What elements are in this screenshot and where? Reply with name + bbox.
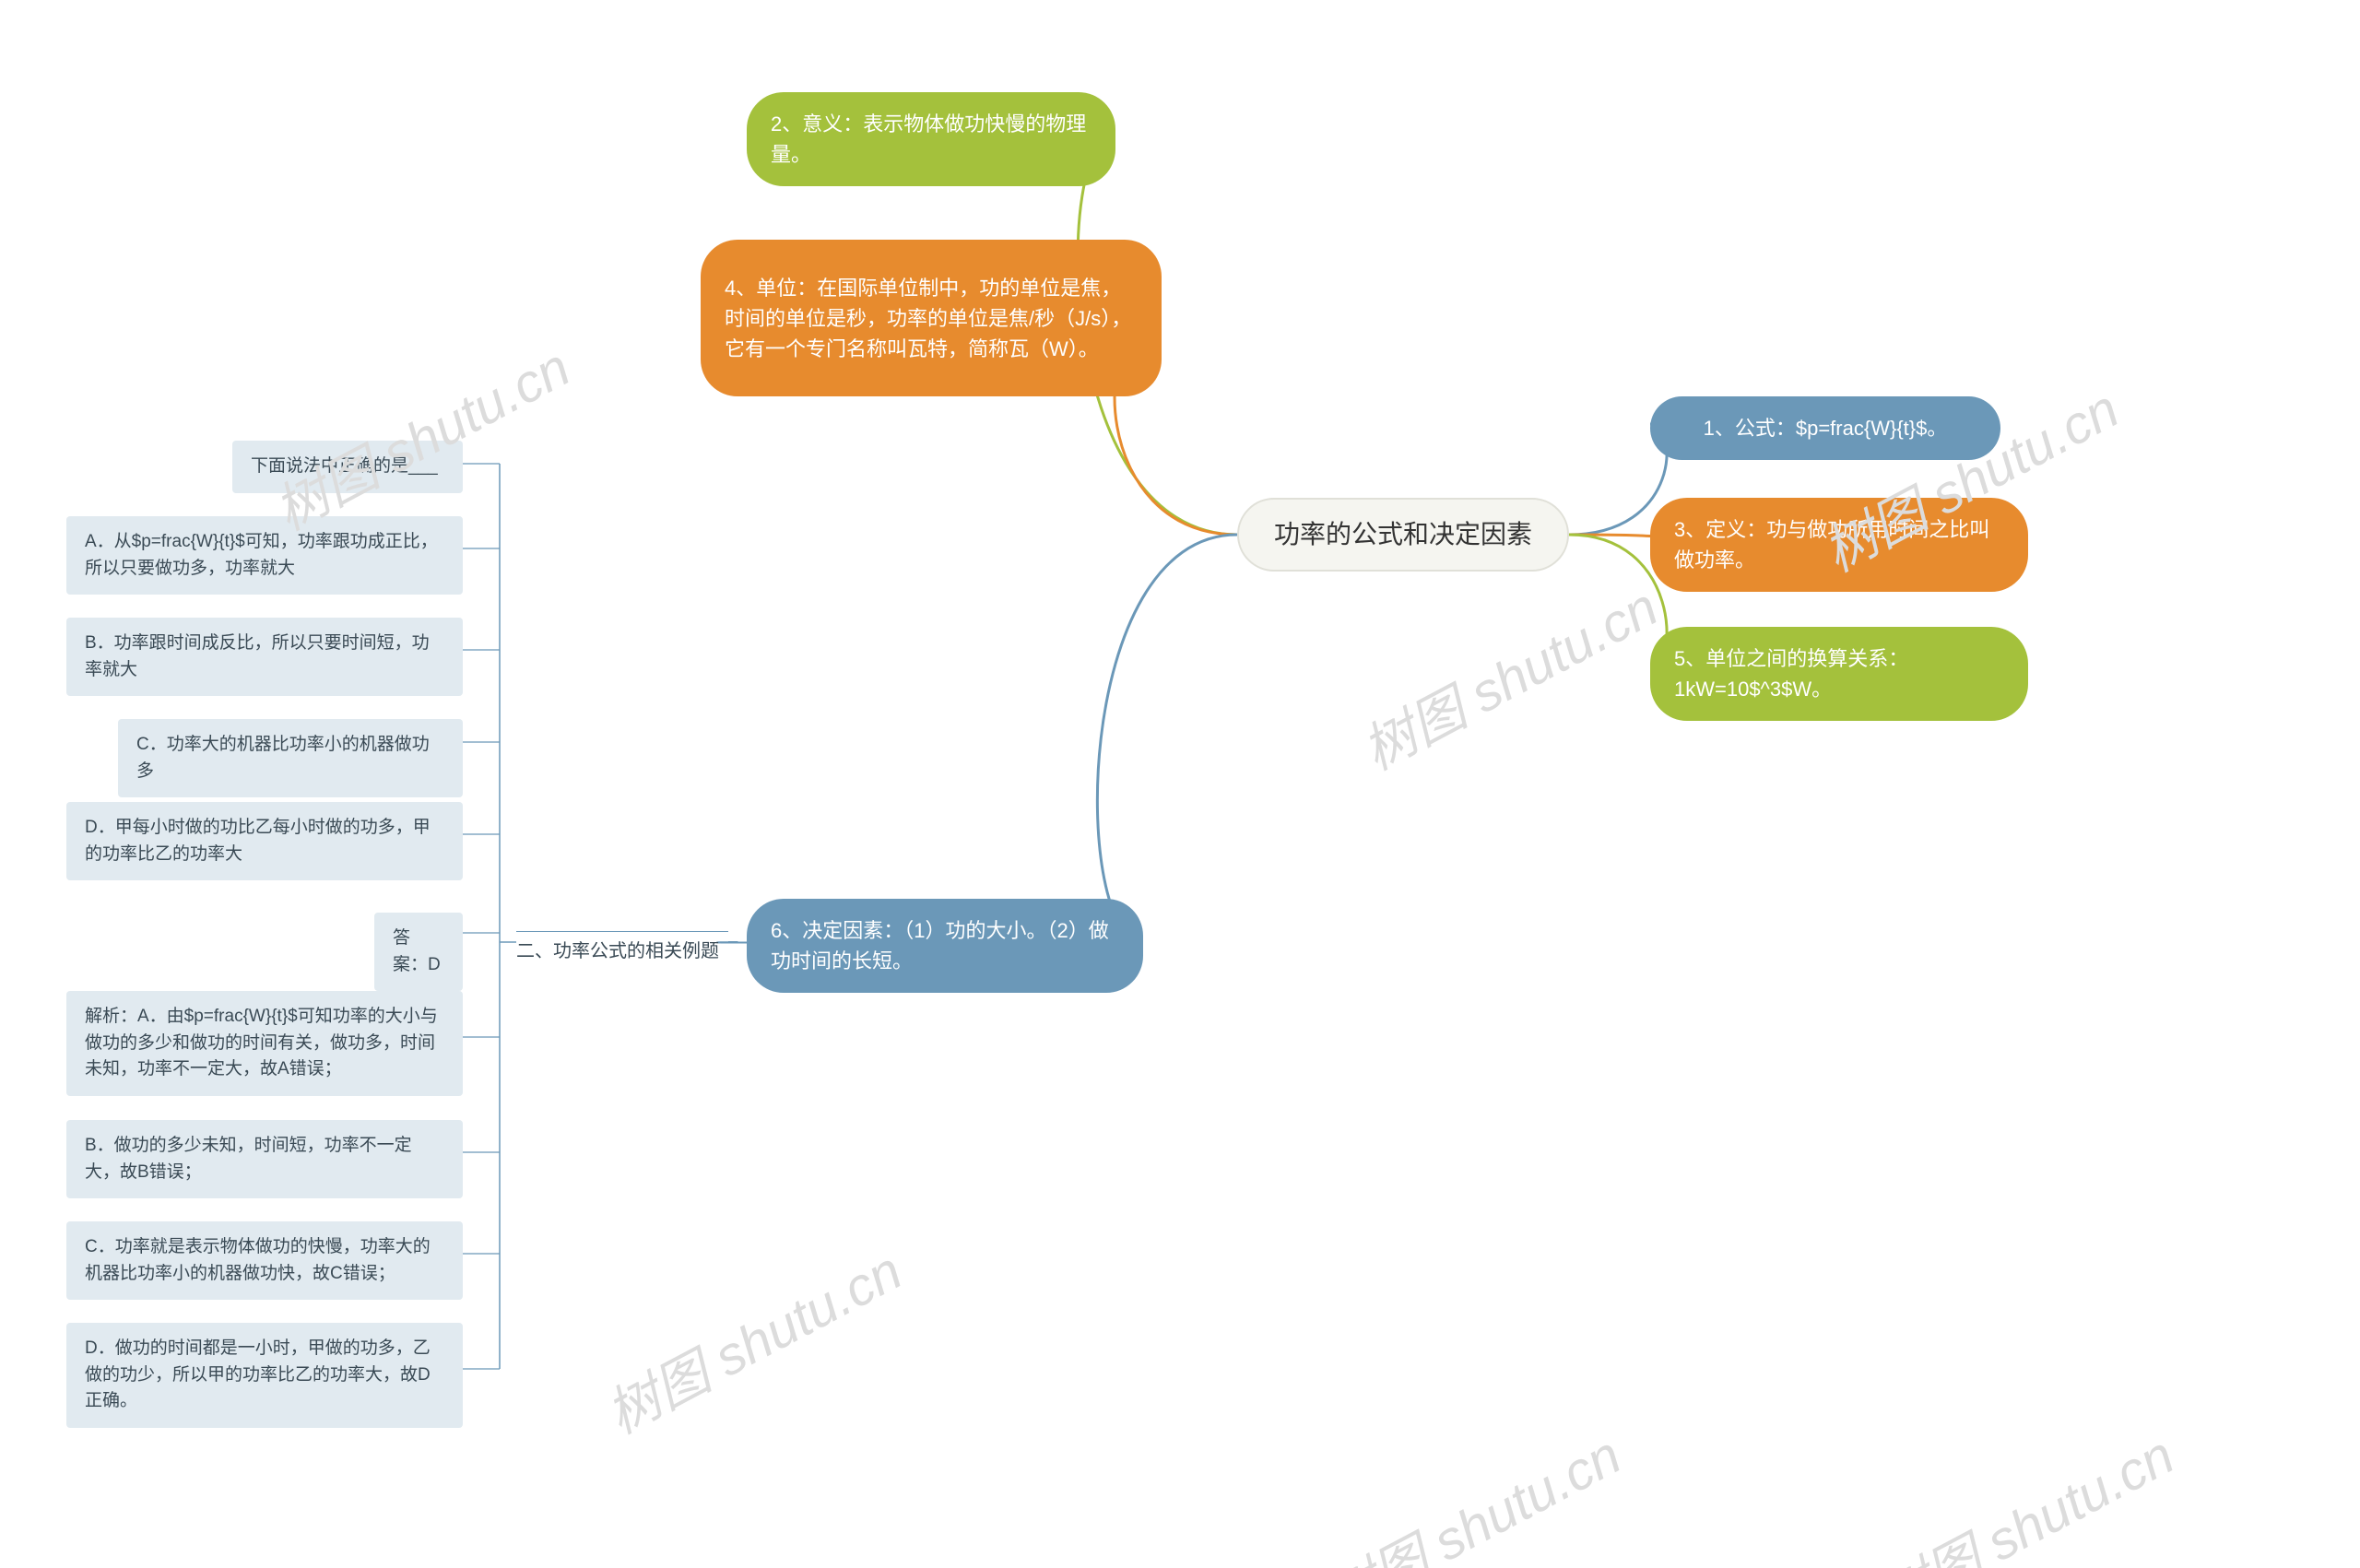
mindmap-node-node1[interactable]: 1、公式：$p=frac{W}{t}$。: [1650, 396, 2000, 460]
example-leaf-l9[interactable]: D．做功的时间都是一小时，甲做的功多，乙做的功少，所以甲的功率比乙的功率大，故D…: [66, 1323, 463, 1428]
example-leaf-text: A．从$p=frac{W}{t}$可知，功率跟功成正比，所以只要做功多，功率就大: [85, 532, 438, 578]
example-leaf-l3[interactable]: C．功率大的机器比功率小的机器做功多: [118, 719, 463, 797]
example-leaf-text: 下面说法中正确的是___: [251, 456, 438, 476]
example-leaf-text: D．甲每小时做的功比乙每小时做的功多，甲的功率比乙的功率大: [85, 818, 431, 864]
watermark: 树图 shutu.cn: [591, 1228, 914, 1448]
example-leaf-text: 答案：D: [393, 928, 441, 974]
mindmap-node-node2[interactable]: 2、意义：表示物体做功快慢的物理量。: [747, 92, 1115, 186]
mindmap-node-node6[interactable]: 6、决定因素：（1）功的大小。（2）做功时间的长短。: [747, 899, 1143, 993]
example-leaf-l2[interactable]: B．功率跟时间成反比，所以只要时间短，功率就大: [66, 618, 463, 696]
example-leaf-l5[interactable]: 答案：D: [374, 913, 463, 991]
example-leaf-text: C．功率就是表示物体做功的快慢，功率大的机器比功率小的机器做功快，故C错误；: [85, 1237, 431, 1283]
mindmap-node-node4[interactable]: 4、单位：在国际单位制中，功的单位是焦，时间的单位是秒，功率的单位是焦/秒（J/…: [701, 240, 1162, 396]
example-leaf-l4[interactable]: D．甲每小时做的功比乙每小时做的功多，甲的功率比乙的功率大: [66, 802, 463, 880]
example-leaf-l7[interactable]: B．做功的多少未知，时间短，功率不一定大，故B错误；: [66, 1120, 463, 1198]
mindmap-node-text: 6、决定因素：（1）功的大小。（2）做功时间的长短。: [771, 915, 1119, 976]
mindmap-node-text: 5、单位之间的换算关系：1kW=10$^3$W。: [1674, 643, 2004, 704]
watermark: 树图 shutu.cn: [259, 324, 582, 545]
center-topic[interactable]: 功率的公式和决定因素: [1237, 498, 1569, 572]
watermark: 树图 shutu.cn: [1347, 564, 1670, 784]
example-leaf-l1[interactable]: A．从$p=frac{W}{t}$可知，功率跟功成正比，所以只要做功多，功率就大: [66, 516, 463, 595]
watermark: 树图 shutu.cn: [1310, 1412, 1633, 1568]
center-topic-text: 功率的公式和决定因素: [1274, 515, 1532, 554]
example-leaf-l8[interactable]: C．功率就是表示物体做功的快慢，功率大的机器比功率小的机器做功快，故C错误；: [66, 1221, 463, 1300]
mindmap-node-node3[interactable]: 3、定义：功与做功所用时间之比叫做功率。: [1650, 498, 2028, 592]
watermark: 树图 shutu.cn: [1863, 1412, 2186, 1568]
example-leaf-l0[interactable]: 下面说法中正确的是___: [232, 441, 463, 493]
mindmap-node-text: 2、意义：表示物体做功快慢的物理量。: [771, 109, 1092, 170]
mindmap-node-text: 4、单位：在国际单位制中，功的单位是焦，时间的单位是秒，功率的单位是焦/秒（J/…: [725, 273, 1138, 364]
connector: [1097, 535, 1237, 942]
example-leaf-text: D．做功的时间都是一小时，甲做的功多，乙做的功少，所以甲的功率比乙的功率大，故D…: [85, 1338, 431, 1410]
mindmap-node-text: 3、定义：功与做功所用时间之比叫做功率。: [1674, 514, 2004, 575]
example-leaf-text: C．功率大的机器比功率小的机器做功多: [136, 735, 430, 781]
example-section-text: 二、功率公式的相关例题: [516, 941, 719, 961]
mindmap-node-node5[interactable]: 5、单位之间的换算关系：1kW=10$^3$W。: [1650, 627, 2028, 721]
example-section-label: 二、功率公式的相关例题: [516, 931, 728, 962]
example-leaf-text: 解析：A．由$p=frac{W}{t}$可知功率的大小与做功的多少和做功的时间有…: [85, 1007, 438, 1079]
example-leaf-text: B．功率跟时间成反比，所以只要时间短，功率就大: [85, 633, 430, 679]
mindmap-node-text: 1、公式：$p=frac{W}{t}$。: [1704, 413, 1948, 443]
example-leaf-l6[interactable]: 解析：A．由$p=frac{W}{t}$可知功率的大小与做功的多少和做功的时间有…: [66, 991, 463, 1096]
example-leaf-text: B．做功的多少未知，时间短，功率不一定大，故B错误；: [85, 1136, 412, 1182]
